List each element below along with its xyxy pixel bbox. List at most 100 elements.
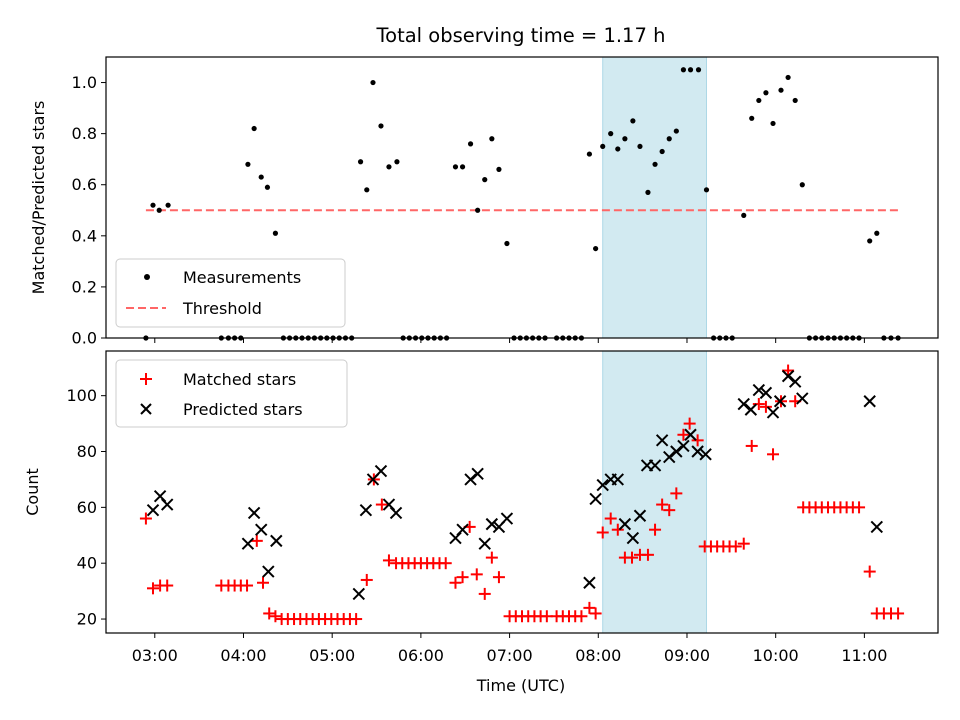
- predicted-stars-point: [359, 503, 373, 517]
- measurements-point: [687, 67, 694, 73]
- measurements-point: [673, 128, 679, 134]
- x-tick-label: 05:00: [309, 646, 355, 665]
- top-y-tick-label: 0.6: [72, 175, 97, 194]
- x-tick-label: 11:00: [841, 646, 887, 665]
- matched-stars-point: [649, 523, 662, 536]
- measurements-point: [637, 143, 643, 150]
- top-y-axis-label: Matched/Predicted stars: [29, 101, 48, 295]
- top-y-axis: 0.0 0.2 0.4 0.6 0.8 1.0: [72, 73, 106, 348]
- matched-stars-point: [492, 571, 505, 584]
- measurements-point: [386, 164, 392, 170]
- bottom-legend: Matched stars Predicted stars: [115, 359, 348, 428]
- measurements-point: [489, 136, 495, 142]
- measurements-point: [459, 164, 466, 170]
- predicted-stars-point: [626, 531, 640, 545]
- measurements-point: [867, 238, 873, 244]
- measurements-point: [615, 146, 621, 152]
- measurements-point: [156, 207, 162, 213]
- matched-stars-point: [250, 534, 263, 547]
- predicted-stars-point: [247, 506, 261, 520]
- measurements-point: [475, 207, 481, 213]
- matched-stars-point: [269, 610, 282, 623]
- measurements-point: [364, 187, 370, 193]
- bottom-y-axis: 20 40 60 80 100: [66, 386, 106, 629]
- bot-y-tick-label: 80: [77, 442, 97, 461]
- matched-legend-label: Matched stars: [183, 370, 296, 389]
- predicted-stars-point: [611, 473, 625, 486]
- predicted-stars-point: [456, 523, 469, 536]
- x-tick-label: 08:00: [575, 646, 621, 665]
- measurements-point: [799, 182, 805, 188]
- matched-stars-point: [382, 554, 395, 567]
- measurements-point: [251, 125, 257, 132]
- predicted-stars-point: [655, 434, 669, 447]
- matched-stars-point: [439, 557, 452, 570]
- measurements-point: [593, 245, 599, 252]
- matched-legend-marker: [140, 373, 152, 385]
- predicted-stars-point: [146, 503, 160, 517]
- predicted-stars-point: [471, 467, 484, 481]
- predicted-stars-point: [589, 492, 602, 506]
- measurements-point: [680, 67, 687, 73]
- predicted-stars-point: [773, 395, 787, 408]
- measurements-point: [608, 131, 614, 137]
- measurements-point: [763, 90, 769, 96]
- matched-stars-point: [691, 434, 704, 447]
- predicted-legend-marker: [140, 403, 152, 415]
- measurements-point: [630, 118, 636, 124]
- predicted-stars-point: [255, 523, 268, 536]
- bottom-highlight-band: [602, 350, 707, 634]
- predicted-stars-point: [870, 520, 884, 534]
- measurements-point: [264, 184, 271, 190]
- measurements-legend-label: Measurements: [183, 268, 301, 287]
- matched-stars-point: [625, 551, 638, 564]
- matched-stars-point: [350, 613, 363, 626]
- bot-y-tick-label: 60: [77, 498, 97, 517]
- bottom-legend-box: [115, 359, 348, 428]
- matched-stars-point: [596, 526, 609, 539]
- measurements-point: [482, 177, 488, 183]
- matched-stars-point: [375, 498, 388, 511]
- measurements-point: [258, 174, 264, 180]
- predicted-stars-point: [663, 450, 676, 464]
- x-tick-label: 09:00: [664, 646, 710, 665]
- bottom-panel: 20 40 60 80 100 03:00 04:00 05:00 06:00 07:00 08:…: [23, 350, 939, 695]
- predicted-stars-point: [241, 537, 255, 550]
- predicted-stars-point: [648, 459, 662, 472]
- measurements-point: [394, 159, 400, 165]
- matched-stars-point: [767, 448, 780, 461]
- top-legend: Measurements Threshold: [115, 258, 346, 328]
- measurements-point: [165, 202, 171, 208]
- x-tick-label: 04:00: [220, 646, 266, 665]
- matched-stars-point: [583, 601, 596, 614]
- top-y-tick-label: 0.0: [72, 329, 97, 348]
- measurements-point: [659, 148, 665, 155]
- predicted-stars-point: [863, 395, 876, 408]
- matched-stars-point: [677, 428, 690, 441]
- bot-y-tick-label: 40: [77, 554, 97, 573]
- measurements-point: [770, 120, 776, 127]
- measurements-point: [586, 151, 593, 157]
- predicted-stars-point: [270, 534, 283, 548]
- measurements-point: [666, 136, 672, 142]
- matched-stars-point: [449, 576, 462, 589]
- matched-stars-point: [360, 573, 373, 586]
- measurements-point: [245, 161, 251, 167]
- matched-stars-point: [589, 607, 602, 620]
- matched-stars-point: [611, 523, 624, 536]
- measurements-point: [504, 240, 510, 247]
- bottom-plot-frame: [105, 350, 939, 634]
- x-axis-label: Time (UTC): [476, 676, 565, 695]
- measurements-point: [792, 97, 798, 104]
- x-tick-label: 07:00: [487, 646, 533, 665]
- predicted-stars-point: [796, 392, 809, 405]
- measurements-legend-marker: [144, 274, 150, 280]
- predicted-stars-point: [737, 397, 750, 411]
- matched-stars-point: [456, 571, 469, 584]
- predicted-stars-point: [781, 369, 795, 383]
- measurements-point: [467, 141, 474, 147]
- measurements-point: [874, 230, 880, 236]
- measurements-point: [272, 230, 279, 236]
- matched-stars-point: [663, 504, 676, 517]
- matched-stars-point: [782, 364, 795, 377]
